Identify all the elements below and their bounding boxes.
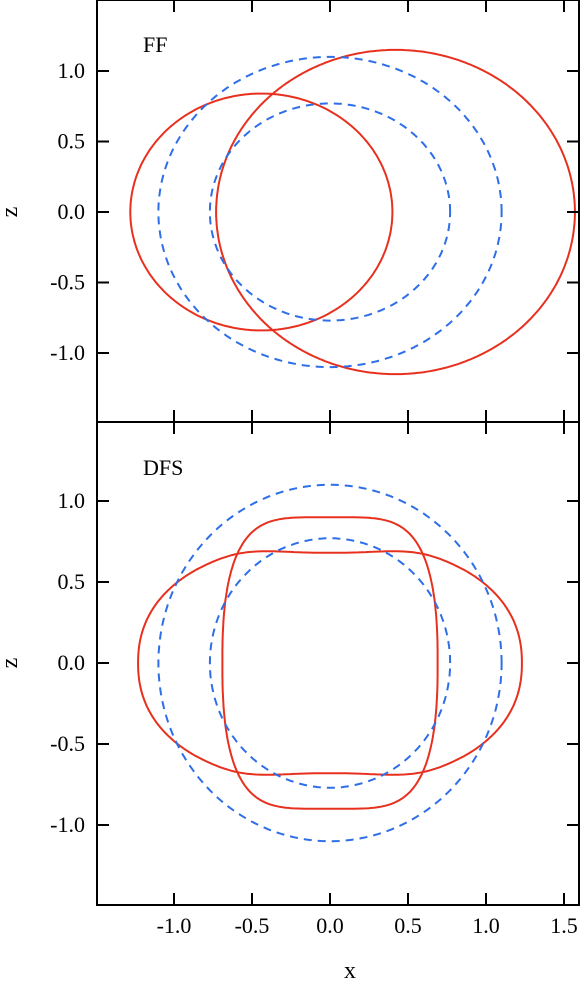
y-tick-label-1: 0.5: [58, 129, 86, 154]
series-1-curve-1: [208, 537, 452, 789]
panel-dfs-ylabel: z: [0, 658, 23, 669]
y-tick-label-0: 1.0: [58, 488, 86, 513]
panel-ff-ylabel: z: [0, 207, 23, 218]
panel-dfs-xlabel: x: [344, 958, 356, 982]
panel-ff: 1.0 0.5 0.0 -0.5 -1.0 FF z: [0, 0, 580, 423]
series-0-curve-0: [137, 550, 523, 776]
series-0-curve-0: [129, 92, 394, 332]
x-tick-label-3: 0.5: [394, 913, 422, 938]
y-tick-label-4: -1.0: [50, 340, 85, 365]
series-0-curve-1: [215, 48, 576, 376]
panel-ff-label: FF: [143, 32, 167, 57]
y-tick-label-0: 1.0: [58, 58, 86, 83]
y-tick-label-1: 0.5: [58, 569, 86, 594]
panel-dfs-curves: [137, 483, 523, 843]
x-tick-label-0: -1.0: [157, 913, 192, 938]
x-tick-label-4: 1.0: [472, 913, 500, 938]
panel-ff-frame: [96, 0, 580, 423]
series-1-curve-0: [157, 55, 503, 369]
series-1-curve-1: [208, 102, 452, 322]
x-tick-label-1: -0.5: [235, 913, 270, 938]
panel-ff-ticks: 1.0 0.5 0.0 -0.5 -1.0: [50, 0, 579, 422]
y-tick-label-2: 0.0: [58, 199, 86, 224]
x-tick-label-2: 0.0: [316, 913, 344, 938]
panel-dfs-label: DFS: [143, 455, 183, 480]
y-tick-label-3: -0.5: [50, 270, 85, 295]
series-1-curve-0: [157, 483, 503, 843]
panel-dfs-frame: [96, 421, 580, 906]
panel-dfs: -1.0 -0.5 0.0 0.5 1.0 1.5 1.0 0.5 0.0 -0.5 -1.0 DF…: [0, 421, 580, 982]
y-tick-label-4: -1.0: [50, 812, 85, 837]
panel-dfs-ticks: -1.0 -0.5 0.0 0.5 1.0 1.5 1.0 0.5 0.0 -0.5 -1.0: [50, 422, 579, 938]
y-tick-label-2: 0.0: [58, 650, 86, 675]
x-tick-label-5: 1.5: [550, 913, 578, 938]
panel-ff-curves: [129, 48, 576, 376]
y-tick-label-3: -0.5: [50, 731, 85, 756]
series-0-curve-1: [221, 516, 439, 810]
